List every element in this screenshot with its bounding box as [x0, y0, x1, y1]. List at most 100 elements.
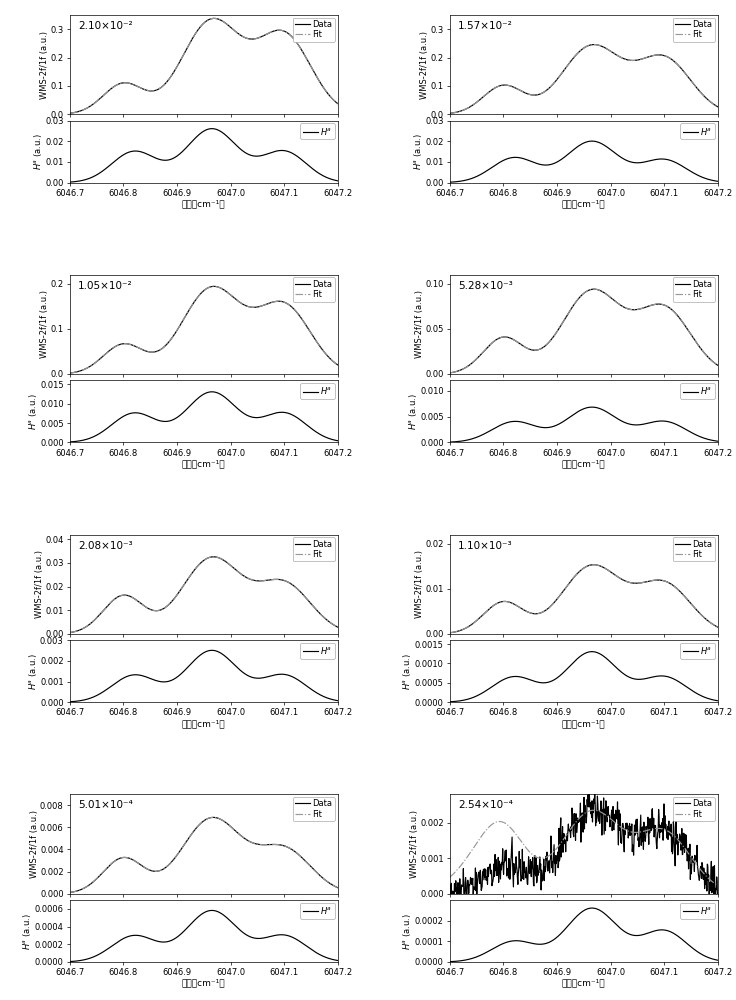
- Y-axis label: $H^a$ (a.u.): $H^a$ (a.u.): [401, 912, 414, 950]
- Y-axis label: WMS-2f/1f (a.u.): WMS-2f/1f (a.u.): [40, 290, 49, 358]
- Fit: [604, 290, 612, 302]
- Line: Data: Data: [70, 817, 338, 892]
- Fit: [590, 39, 598, 51]
- Data: [224, 19, 233, 31]
- Fit: [625, 576, 634, 588]
- Data: [113, 339, 121, 351]
- Fit: [113, 591, 121, 603]
- Fit: [648, 50, 657, 62]
- Legend: $H^a$: $H^a$: [300, 123, 335, 139]
- Fit: [713, 359, 722, 371]
- Fit: [333, 621, 342, 633]
- Data: [625, 303, 634, 315]
- Line: Data: Data: [70, 557, 338, 633]
- Fit: [567, 575, 576, 587]
- Fit: [187, 569, 196, 581]
- Data: [445, 884, 454, 896]
- Fit: [267, 838, 276, 850]
- Data: [209, 280, 218, 292]
- Legend: $H^a$: $H^a$: [680, 643, 715, 659]
- $H^a$: [514, 152, 523, 164]
- Line: $H^a$: $H^a$: [450, 652, 718, 702]
- $H^a$: [648, 926, 657, 938]
- Data: [713, 101, 722, 113]
- $H^a$: [713, 695, 722, 707]
- $H^a$: [66, 176, 74, 188]
- Data: [224, 818, 233, 830]
- Fit: [209, 280, 218, 292]
- Data: [134, 596, 143, 608]
- Fit: [244, 835, 253, 847]
- Line: Fit: Fit: [450, 45, 718, 113]
- $H^a$: [648, 416, 657, 428]
- $H^a$: [113, 153, 121, 165]
- $H^a$: [713, 175, 722, 187]
- Fit: [209, 811, 218, 823]
- Data: [244, 33, 253, 45]
- $H^a$: [648, 671, 657, 683]
- Fit: [604, 44, 612, 56]
- Line: Data: Data: [70, 286, 338, 373]
- Text: 1.05×10⁻²: 1.05×10⁻²: [78, 281, 132, 291]
- Data: [493, 81, 502, 93]
- Data: [210, 12, 219, 24]
- $H^a$: [267, 146, 276, 158]
- Data: [267, 26, 276, 38]
- Data: [187, 829, 196, 841]
- Data: [113, 591, 121, 603]
- Text: 5.28×10⁻³: 5.28×10⁻³: [458, 281, 513, 291]
- $H^a$: [208, 904, 216, 916]
- $H^a$: [208, 123, 216, 135]
- $H^a$: [113, 936, 121, 948]
- Text: 2.54×10⁻⁴: 2.54×10⁻⁴: [458, 800, 513, 810]
- Data: [333, 98, 342, 110]
- Data: [187, 569, 196, 581]
- Data: [590, 39, 598, 51]
- Data: [648, 803, 657, 815]
- Data: [625, 576, 634, 588]
- Text: 2.10×10⁻²: 2.10×10⁻²: [78, 21, 132, 31]
- Data: [134, 81, 143, 93]
- Legend: $H^a$: $H^a$: [300, 643, 335, 659]
- $H^a$: [604, 407, 612, 419]
- X-axis label: 波数（cm⁻¹）: 波数（cm⁻¹）: [182, 199, 225, 208]
- Data: [244, 301, 253, 313]
- $H^a$: [625, 671, 634, 683]
- Data: [333, 621, 342, 633]
- Data: [224, 557, 233, 569]
- $H^a$: [187, 137, 196, 149]
- Y-axis label: WMS-2f/1f (a.u.): WMS-2f/1f (a.u.): [415, 290, 424, 358]
- Fit: [244, 301, 253, 313]
- Line: $H^a$: $H^a$: [450, 908, 718, 962]
- Line: Fit: Fit: [450, 565, 718, 633]
- $H^a$: [187, 399, 196, 411]
- X-axis label: 波数（cm⁻¹）: 波数（cm⁻¹）: [562, 979, 606, 988]
- Data: [648, 50, 657, 62]
- Legend: Data, Fit: Data, Fit: [292, 17, 335, 42]
- Fit: [493, 597, 502, 609]
- Fit: [244, 33, 253, 45]
- $H^a$: [333, 954, 342, 966]
- Fit: [445, 871, 454, 883]
- Legend: Data, Fit: Data, Fit: [673, 17, 715, 42]
- $H^a$: [587, 401, 596, 413]
- Y-axis label: $H^a$ (a.u.): $H^a$ (a.u.): [21, 912, 33, 950]
- Data: [66, 627, 74, 639]
- Data: [66, 367, 74, 379]
- $H^a$: [514, 416, 523, 428]
- Line: Fit: Fit: [70, 286, 338, 373]
- Fit: [333, 98, 342, 110]
- Data: [625, 818, 634, 830]
- Fit: [648, 575, 657, 587]
- Fit: [113, 853, 121, 865]
- Y-axis label: $H^a$ (a.u.): $H^a$ (a.u.): [407, 393, 419, 430]
- Data: [493, 597, 502, 609]
- Fit: [445, 367, 454, 379]
- Fit: [134, 596, 143, 608]
- X-axis label: 波数（cm⁻¹）: 波数（cm⁻¹）: [562, 719, 606, 728]
- Fit: [514, 832, 523, 844]
- Fit: [590, 804, 598, 816]
- Text: 1.57×10⁻²: 1.57×10⁻²: [458, 21, 513, 31]
- Fit: [134, 858, 143, 870]
- Data: [648, 299, 657, 311]
